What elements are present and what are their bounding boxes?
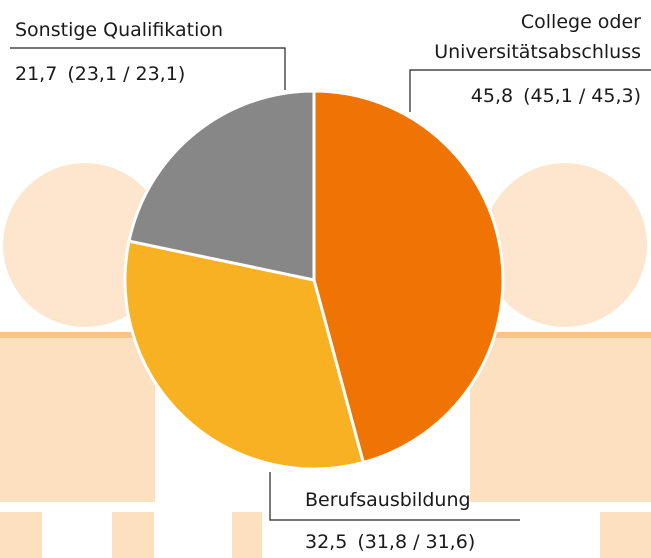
slice-value: 21,7 (23,1 / 23,1) <box>15 63 185 85</box>
slice-label: Sonstige Qualifikation <box>15 19 223 41</box>
pie-slice <box>123 239 366 471</box>
leader-line <box>409 69 651 112</box>
pie-slice <box>127 89 316 282</box>
slice-value: 32,5 (31,8 / 31,6) <box>305 531 475 553</box>
background-decor <box>0 163 651 558</box>
pie-slice <box>312 89 505 465</box>
slice-label: Berufsausbildung <box>305 489 471 511</box>
leader-line <box>269 472 520 521</box>
leader-line <box>10 47 286 90</box>
pie <box>123 89 505 471</box>
slice-value: 45,8 (45,1 / 45,3) <box>471 85 641 107</box>
slice-label: College oder <box>521 11 641 33</box>
slice-label: Universitätsabschluss <box>434 41 641 63</box>
